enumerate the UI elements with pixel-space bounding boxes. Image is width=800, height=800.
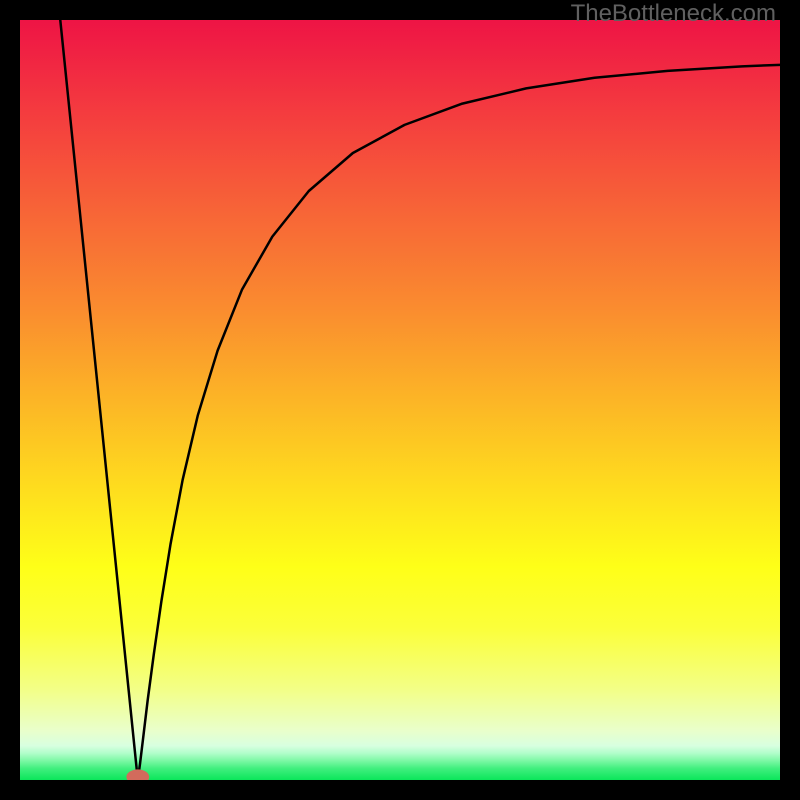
plot-area <box>20 20 780 780</box>
gradient-background <box>20 20 780 780</box>
chart-svg <box>20 20 780 780</box>
watermark-text: TheBottleneck.com <box>571 0 776 28</box>
chart-frame: TheBottleneck.com <box>0 0 800 800</box>
